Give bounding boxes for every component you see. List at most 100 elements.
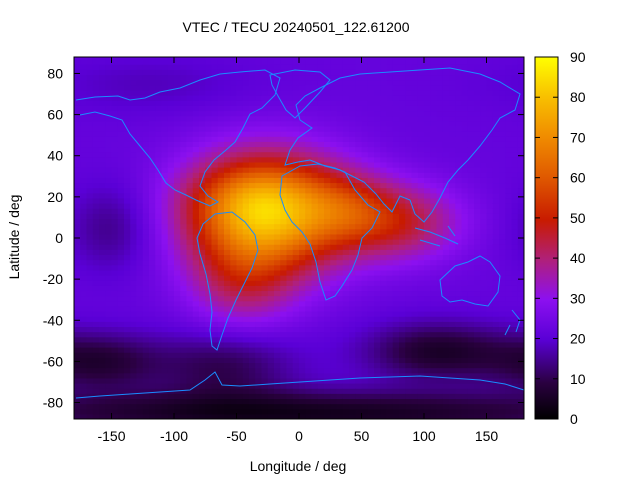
heatmap-cell xyxy=(124,254,131,261)
heatmap-cell xyxy=(217,305,225,312)
heatmap-cell xyxy=(167,64,175,70)
heatmap-cell xyxy=(311,228,319,235)
heatmap-cell xyxy=(324,295,331,302)
heatmap-cell xyxy=(192,192,200,199)
heatmap-cell xyxy=(149,275,156,281)
heatmap-cell xyxy=(242,136,250,142)
heatmap-cell xyxy=(280,110,288,117)
heatmap-cell xyxy=(417,156,425,163)
heatmap-cell xyxy=(442,59,450,65)
heatmap-cell xyxy=(74,203,81,209)
heatmap-cell xyxy=(317,393,325,400)
heatmap-cell xyxy=(355,254,363,261)
heatmap-cell xyxy=(342,352,350,358)
heatmap-cell xyxy=(461,64,469,70)
heatmap-cell xyxy=(449,290,456,297)
heatmap-cell xyxy=(124,228,131,235)
heatmap-cell xyxy=(342,408,350,415)
heatmap-cell xyxy=(317,372,325,379)
heatmap-cell xyxy=(186,305,194,312)
heatmap-cell xyxy=(292,285,300,292)
heatmap-cell xyxy=(442,275,450,281)
heatmap-cell xyxy=(386,336,394,343)
heatmap-cell xyxy=(286,167,294,173)
heatmap-cell xyxy=(136,249,144,256)
heatmap-cell xyxy=(330,177,338,184)
heatmap-cell xyxy=(355,413,363,419)
heatmap-cell xyxy=(261,249,269,256)
heatmap-cell xyxy=(80,321,88,328)
heatmap-cell xyxy=(280,398,288,405)
heatmap-cell xyxy=(161,95,169,101)
heatmap-cell xyxy=(511,413,519,419)
heatmap-cell xyxy=(105,347,113,353)
heatmap-cell xyxy=(167,239,175,245)
heatmap-cell xyxy=(424,285,431,292)
heatmap-cell xyxy=(236,146,244,153)
heatmap-cell xyxy=(380,177,388,184)
heatmap-cell xyxy=(511,341,519,348)
heatmap-cell xyxy=(217,398,225,405)
heatmap-cell xyxy=(105,341,113,348)
heatmap-cell xyxy=(111,259,119,266)
heatmap-cell xyxy=(92,213,100,220)
heatmap-cell xyxy=(336,316,344,322)
heatmap-cell xyxy=(86,280,94,286)
heatmap-cell xyxy=(136,285,144,292)
heatmap-cell xyxy=(99,388,106,394)
heatmap-cell xyxy=(367,192,375,199)
heatmap-cell xyxy=(361,275,369,281)
heatmap-cell xyxy=(192,218,200,225)
heatmap-cell xyxy=(474,208,481,214)
heatmap-cell xyxy=(449,377,456,384)
heatmap-cell xyxy=(249,326,256,333)
heatmap-cell xyxy=(492,79,500,86)
heatmap-cell xyxy=(180,167,188,173)
heatmap-cell xyxy=(174,89,181,96)
heatmap-cell xyxy=(424,89,431,96)
heatmap-cell xyxy=(155,249,163,256)
heatmap-cell xyxy=(486,203,494,209)
heatmap-cell xyxy=(355,264,363,271)
heatmap-cell xyxy=(492,146,500,153)
heatmap-cell xyxy=(505,197,513,204)
heatmap-cell xyxy=(211,197,219,204)
heatmap-cell xyxy=(174,95,181,101)
heatmap-cell xyxy=(486,367,494,374)
heatmap-cell xyxy=(142,151,150,158)
heatmap-cell xyxy=(92,264,100,271)
heatmap-cell xyxy=(230,110,238,117)
heatmap-cell xyxy=(192,115,200,122)
heatmap-cell xyxy=(442,254,450,261)
heatmap-cell xyxy=(124,161,131,168)
heatmap-cell xyxy=(161,285,169,292)
heatmap-cell xyxy=(380,264,388,271)
heatmap-cell xyxy=(361,100,369,106)
heatmap-cell xyxy=(99,131,106,137)
heatmap-cell xyxy=(242,362,250,369)
heatmap-cell xyxy=(211,316,219,322)
heatmap-cell xyxy=(380,383,388,389)
heatmap-cell xyxy=(467,197,475,204)
heatmap-cell xyxy=(236,352,244,358)
heatmap-cell xyxy=(236,367,244,374)
heatmap-cell xyxy=(74,115,81,122)
heatmap-cell xyxy=(192,280,200,286)
heatmap-cell xyxy=(167,244,175,250)
heatmap-cell xyxy=(255,203,263,209)
heatmap-cell xyxy=(486,172,494,178)
heatmap-cell xyxy=(130,218,138,225)
heatmap-cell xyxy=(380,120,388,127)
heatmap-cell xyxy=(399,105,406,112)
heatmap-cell xyxy=(136,213,144,220)
heatmap-cell xyxy=(417,223,425,230)
heatmap-cell xyxy=(186,192,194,199)
heatmap-cell xyxy=(224,167,231,173)
heatmap-cell xyxy=(292,74,300,81)
heatmap-cell xyxy=(461,300,469,307)
heatmap-cell xyxy=(274,352,281,358)
heatmap-cell xyxy=(442,100,450,106)
heatmap-cell xyxy=(174,326,181,333)
heatmap-cell xyxy=(474,59,481,65)
heatmap-cell xyxy=(142,275,150,281)
